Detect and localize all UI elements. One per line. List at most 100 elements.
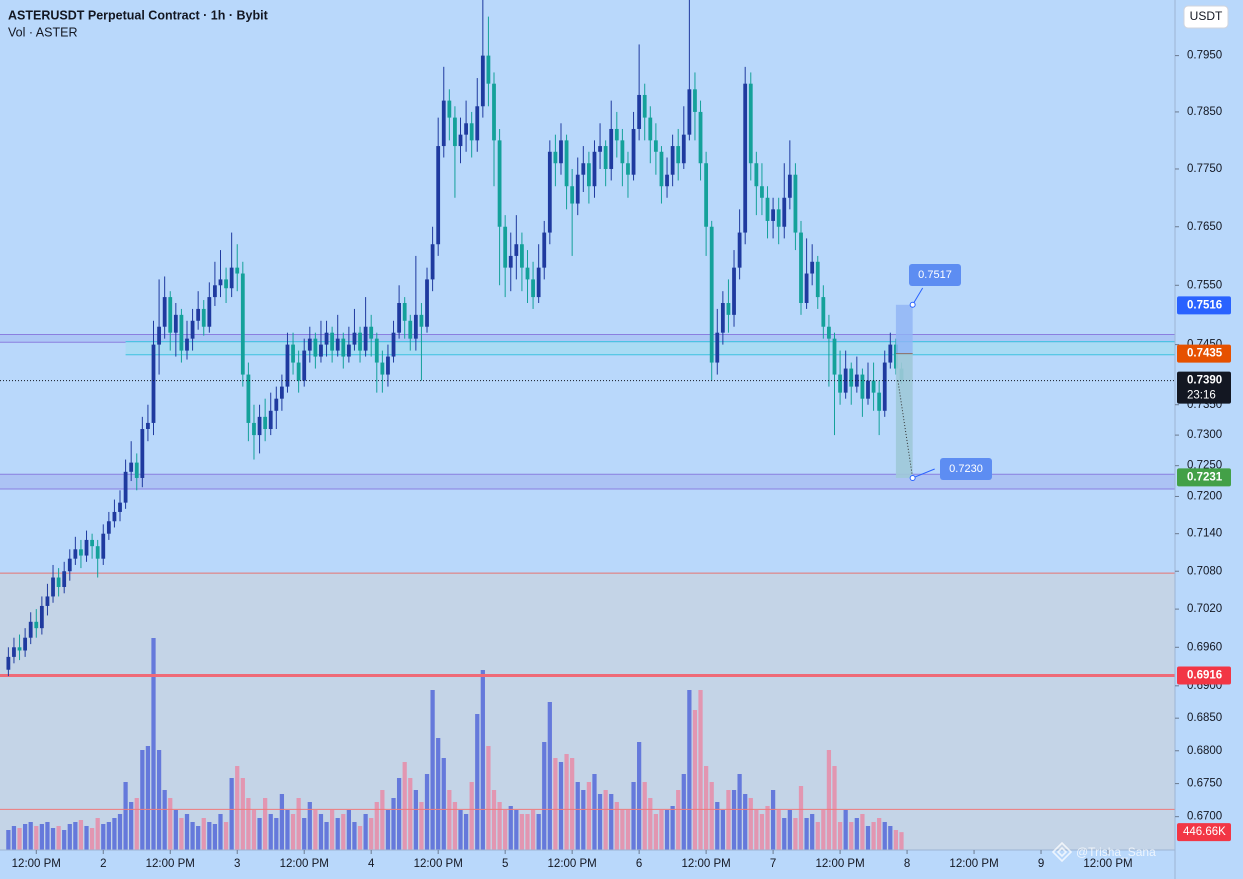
volume-bar [196, 826, 201, 850]
volume-bar [307, 802, 312, 850]
candle-body [464, 123, 468, 135]
candle-body [441, 100, 446, 147]
volume-bar [341, 814, 346, 850]
volume-bar [419, 802, 424, 850]
candle-body [648, 117, 653, 141]
candle-body [386, 356, 390, 375]
x-tick-label: 8 [904, 858, 910, 870]
candle-body [391, 332, 396, 357]
volume-bar [737, 774, 742, 850]
volume-bar [296, 798, 301, 850]
candle-body [84, 539, 89, 556]
candle-body [447, 100, 452, 118]
price-marker [1177, 296, 1231, 315]
volume-bar [352, 822, 357, 850]
candle-body [586, 163, 591, 187]
volume-bar [837, 822, 843, 850]
candle-body [754, 163, 759, 187]
candle-body [547, 151, 552, 233]
volume-bar [168, 798, 173, 850]
price-marker-label: 0.7435 [1187, 348, 1223, 360]
volume-bar [67, 824, 72, 850]
candle-body [631, 128, 636, 175]
volume-bar [447, 790, 452, 850]
candle-body [854, 374, 859, 387]
volume-bar [765, 806, 770, 850]
price-marker-label: 0.7390 [1187, 375, 1222, 387]
candle-body [598, 146, 602, 152]
candle-body [374, 338, 379, 363]
candle-body [458, 134, 463, 147]
candle-body [101, 533, 106, 559]
volume-bar [865, 826, 871, 850]
candle-body [771, 209, 775, 221]
volume-bar [759, 814, 765, 850]
candle-body [229, 267, 234, 289]
currency-button[interactable] [1183, 5, 1229, 29]
y-tick-label: 0.6750 [1187, 778, 1222, 790]
volume-bar [34, 826, 39, 850]
volume-bar [123, 782, 128, 850]
volume-bar [715, 802, 720, 850]
candle-body [480, 55, 485, 107]
volume-bar [223, 822, 229, 850]
volume-bar [754, 810, 759, 850]
position-connector [912, 287, 924, 306]
volume-bar [463, 814, 469, 850]
x-tick-label: 3 [234, 858, 240, 870]
candle-body [23, 637, 28, 651]
candle-body [196, 308, 201, 321]
volume-bar [475, 714, 480, 850]
volume-bar [748, 798, 753, 850]
candle-body [877, 392, 882, 411]
candle-body [787, 174, 792, 198]
y-tick-label: 0.6960 [1187, 641, 1222, 653]
volume-bar [240, 778, 245, 850]
x-tick-label: 4 [368, 858, 375, 870]
position-target [895, 304, 913, 354]
volume-bar [357, 826, 363, 850]
volume-bar [402, 762, 407, 850]
volume-bar [542, 742, 547, 850]
volume-bar [385, 810, 391, 850]
position-handle [909, 474, 916, 481]
volume-bar [441, 758, 446, 850]
volume-bar [648, 798, 653, 850]
candle-body [453, 117, 457, 147]
volume-bar [201, 818, 206, 850]
candle-body [352, 332, 357, 345]
y-tick-label: 0.7950 [1187, 50, 1222, 62]
x-tick-label: 2 [100, 858, 106, 870]
candle-body [45, 596, 50, 606]
candle-body [168, 297, 173, 333]
volume-bar [436, 738, 441, 850]
candle-body [157, 326, 161, 345]
candle-body [732, 267, 736, 315]
volume-bar [101, 824, 106, 850]
candle-body [436, 146, 441, 245]
volume-bar [681, 774, 686, 850]
currency-label[interactable]: USDT [1190, 9, 1223, 23]
price-marker [1177, 468, 1231, 487]
candle-body [676, 146, 681, 164]
volume-bar [162, 790, 167, 850]
volume-bar [849, 822, 854, 850]
x-tick-label: 7 [770, 858, 776, 870]
position-stop [895, 353, 913, 478]
volume-bar [664, 810, 670, 850]
time-axis-background [0, 850, 1175, 879]
position-stop-label: 0.7230 [949, 463, 983, 475]
candle-body [653, 140, 658, 152]
volume-bar [860, 814, 865, 850]
y-tick-label: 0.6850 [1187, 712, 1222, 724]
candle-body [28, 621, 33, 638]
volume-bar [731, 790, 737, 850]
candle-body [570, 186, 575, 204]
volume-bar [458, 810, 463, 850]
zone [0, 334, 1175, 343]
candle-body [581, 163, 586, 175]
volume-bar [330, 810, 335, 850]
volume-bar [145, 746, 151, 850]
candle-body [637, 94, 642, 129]
candle-body [860, 374, 865, 399]
